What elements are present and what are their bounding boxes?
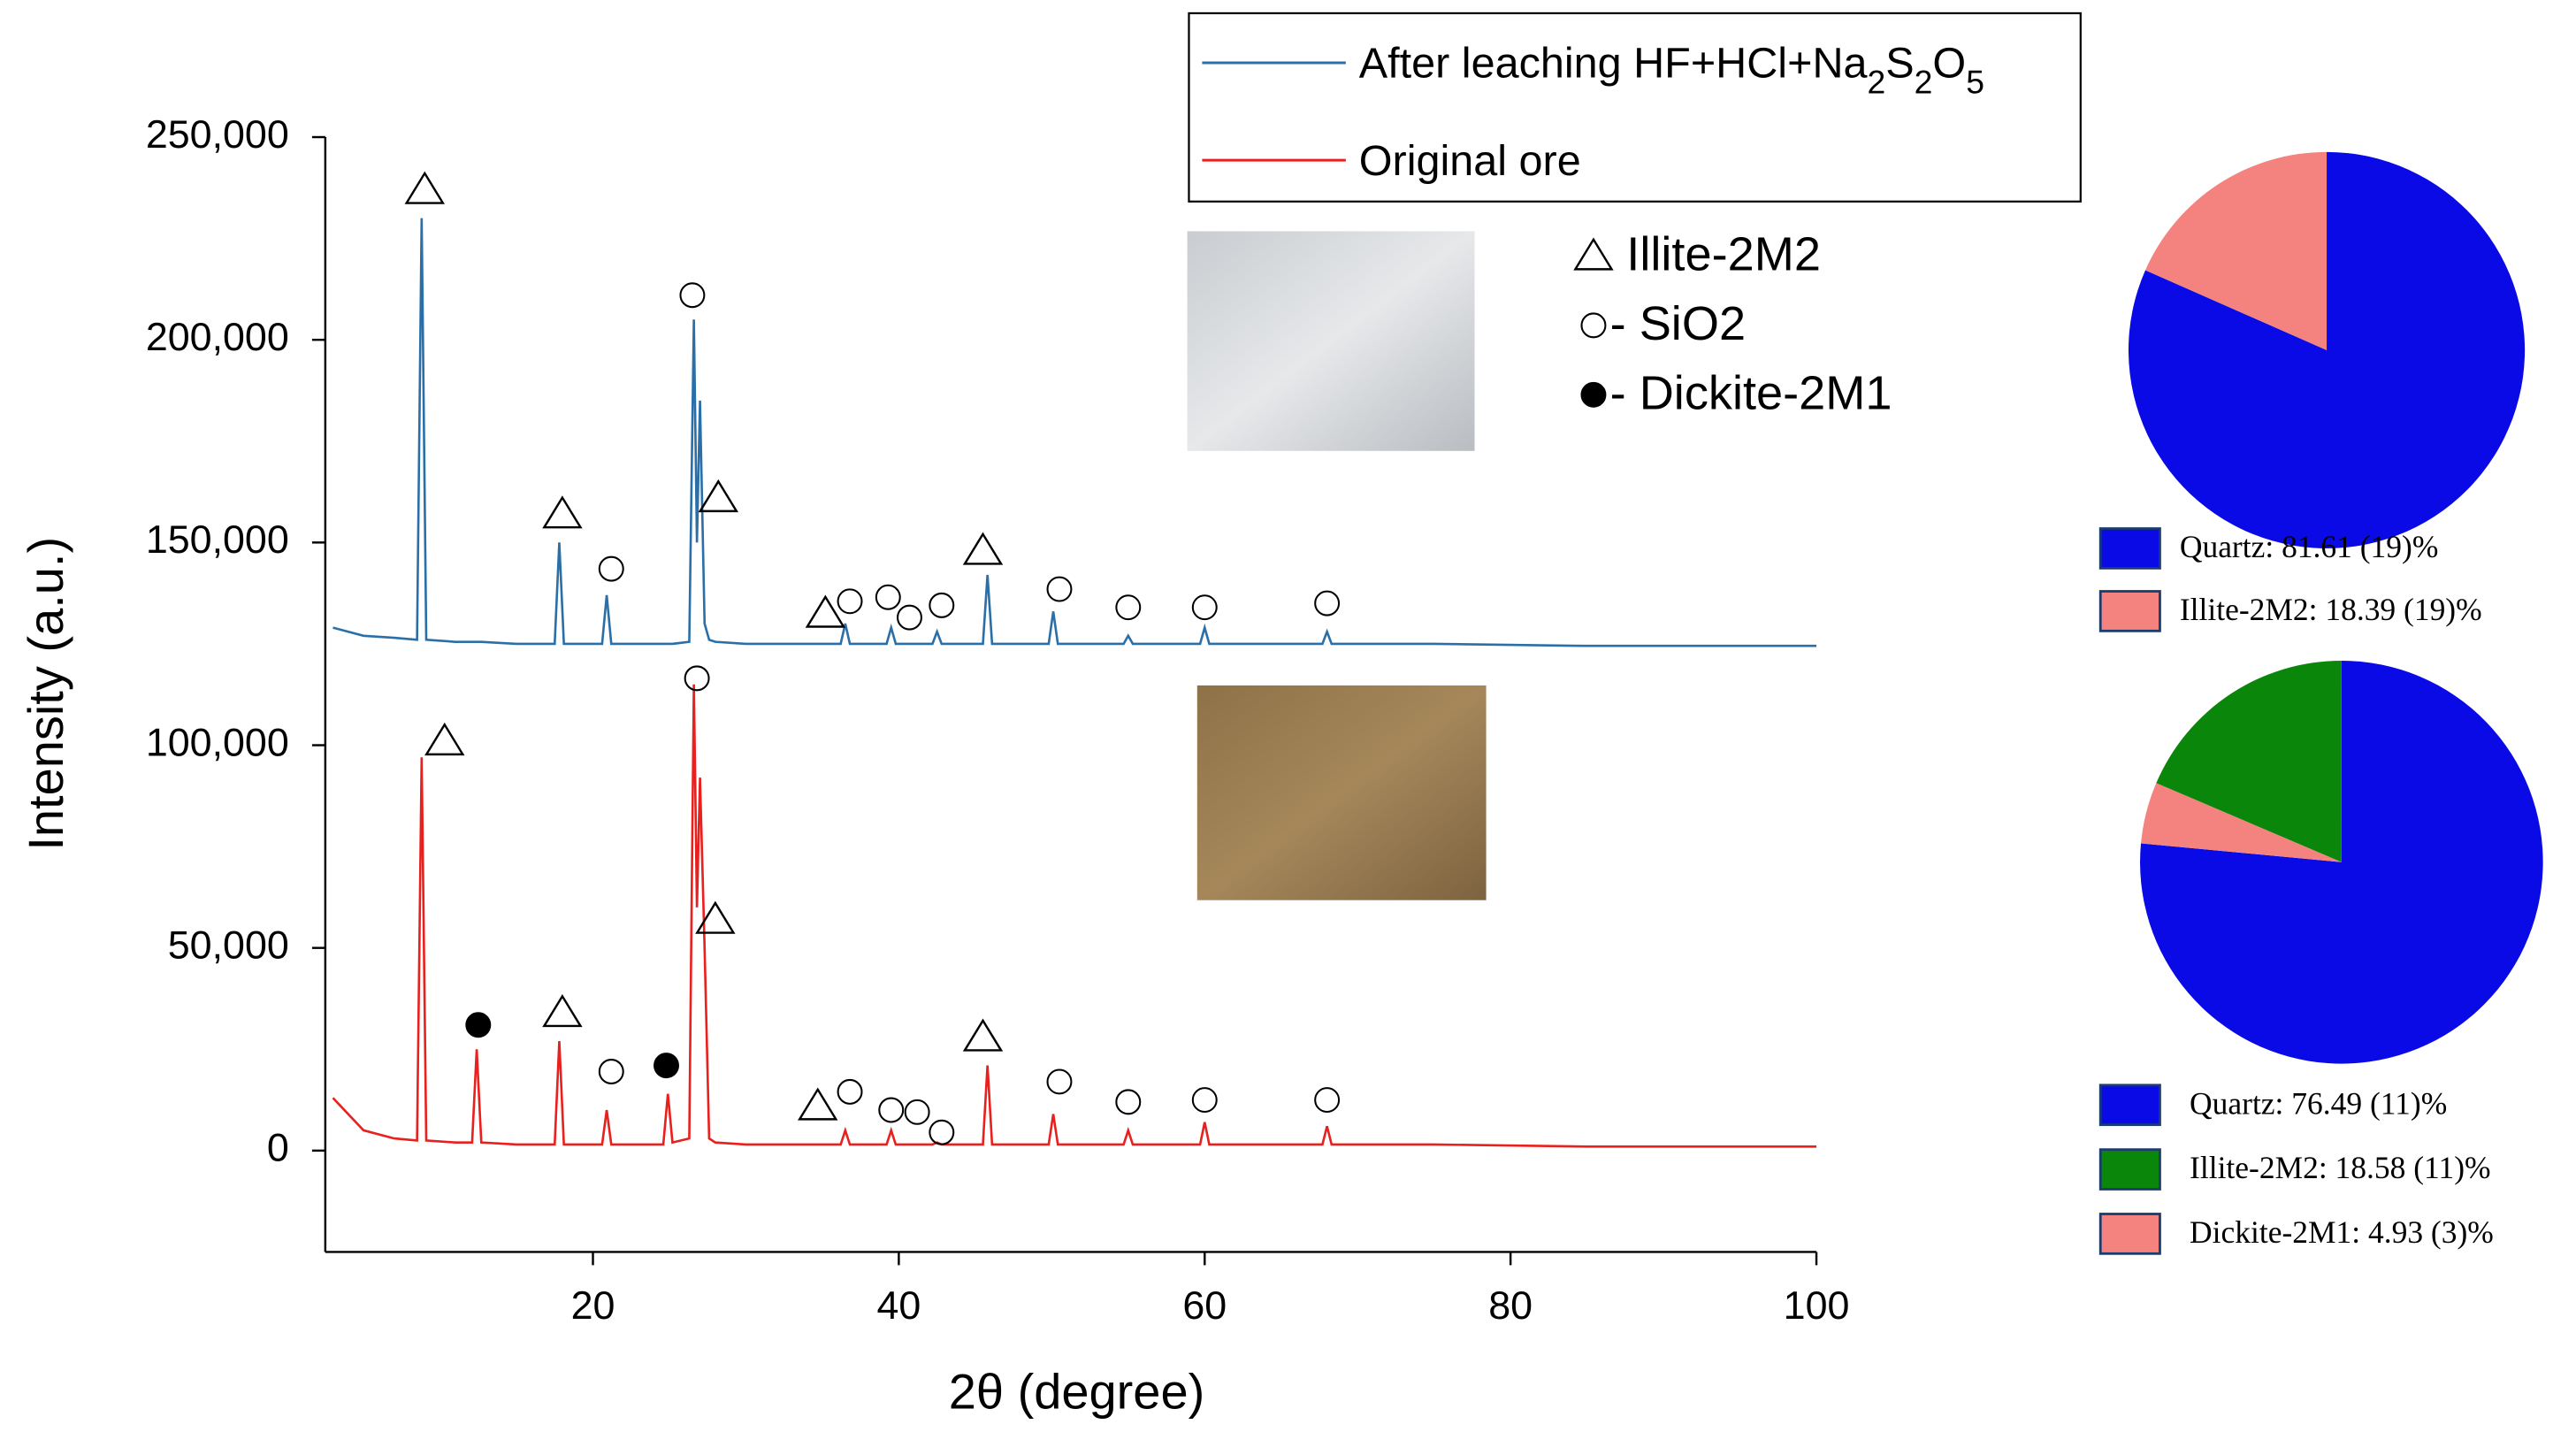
marker-dot bbox=[465, 1012, 492, 1038]
photo-leached bbox=[1187, 231, 1475, 451]
marker-circle bbox=[598, 1059, 624, 1084]
marker-triangle bbox=[542, 994, 583, 1028]
legend-swatch bbox=[2098, 590, 2161, 632]
x-axis-title: 2θ (degree) bbox=[949, 1364, 1205, 1420]
marker-circle bbox=[929, 1119, 955, 1145]
marker-triangle bbox=[962, 532, 1004, 565]
marker-circle bbox=[1115, 594, 1142, 621]
marker-circle bbox=[878, 1097, 905, 1123]
phase-label: - Dickite-2M1 bbox=[1610, 366, 1892, 419]
legend-swatch bbox=[2098, 527, 2161, 570]
legend-label: Original ore bbox=[1359, 137, 1581, 185]
y-tick-label: 0 bbox=[267, 1126, 289, 1170]
marker-dot bbox=[654, 1053, 679, 1079]
marker-circle bbox=[1046, 576, 1073, 602]
pie-legend-label: Quartz: 81.61 (19)% bbox=[2180, 529, 2439, 564]
pie-legend-label: Illite-2M2: 18.39 (19)% bbox=[2180, 592, 2482, 627]
marker-triangle bbox=[962, 1018, 1004, 1052]
legend-swatch bbox=[2098, 1084, 2161, 1127]
series-line bbox=[333, 218, 1817, 647]
y-tick-label: 200,000 bbox=[146, 315, 289, 359]
marker-circle bbox=[837, 588, 863, 615]
x-tick-label: 80 bbox=[1488, 1283, 1533, 1328]
legend-label: After leaching HF+HCl+Na2S2O5 bbox=[1359, 40, 1984, 101]
marker-circle bbox=[1314, 1087, 1341, 1114]
pie-legend-label: Quartz: 76.49 (11)% bbox=[2190, 1085, 2447, 1121]
pie-slice bbox=[2140, 660, 2543, 1064]
legend-swatch bbox=[2098, 1148, 2161, 1191]
marker-triangle bbox=[798, 1087, 838, 1121]
phase-label: - SiO2 bbox=[1610, 297, 1746, 350]
marker-circle bbox=[1314, 590, 1341, 616]
marker-circle bbox=[837, 1078, 863, 1105]
pie-slice bbox=[2128, 151, 2526, 548]
marker-circle bbox=[904, 1099, 930, 1125]
pie-legend-label: Dickite-2M1: 4.93 (3)% bbox=[2190, 1214, 2494, 1250]
y-tick-label: 100,000 bbox=[146, 720, 289, 764]
marker-circle bbox=[598, 555, 624, 582]
marker-circle bbox=[929, 592, 955, 618]
marker-circle bbox=[1115, 1089, 1142, 1115]
x-tick-label: 20 bbox=[571, 1283, 615, 1328]
marker-triangle bbox=[695, 900, 736, 934]
legend-box bbox=[1188, 11, 2082, 203]
marker-triangle bbox=[542, 495, 583, 529]
marker-circle bbox=[1046, 1068, 1073, 1095]
marker-circle bbox=[897, 604, 922, 631]
y-tick-label: 150,000 bbox=[146, 517, 289, 562]
pie-slice bbox=[2141, 783, 2342, 862]
y-tick-label: 250,000 bbox=[146, 112, 289, 157]
marker-triangle bbox=[404, 171, 445, 204]
marker-circle bbox=[1580, 312, 1607, 339]
marker-circle bbox=[875, 584, 901, 610]
marker-triangle bbox=[1573, 237, 1614, 271]
y-tick-label: 50,000 bbox=[168, 923, 289, 968]
marker-triangle bbox=[698, 479, 739, 513]
marker-triangle bbox=[424, 722, 465, 756]
y-axis-title: Intensity (a.u.) bbox=[18, 537, 73, 851]
pie-slice bbox=[2145, 151, 2328, 350]
photo-original bbox=[1196, 685, 1487, 900]
legend-swatch bbox=[2098, 1213, 2161, 1255]
x-tick-label: 40 bbox=[876, 1283, 921, 1328]
series-line bbox=[332, 684, 1817, 1148]
x-tick-label: 100 bbox=[1784, 1283, 1850, 1328]
marker-circle bbox=[679, 282, 706, 309]
marker-circle bbox=[1191, 594, 1218, 621]
pie-legend-label: Illite-2M2: 18.58 (11)% bbox=[2190, 1150, 2491, 1185]
marker-circle bbox=[1191, 1087, 1218, 1114]
x-tick-label: 60 bbox=[1182, 1283, 1227, 1328]
marker-circle bbox=[684, 665, 710, 692]
pie-slice bbox=[2156, 660, 2342, 862]
marker-dot bbox=[1580, 381, 1607, 408]
phase-label: Illite-2M2 bbox=[1626, 228, 1821, 281]
marker-triangle bbox=[805, 594, 846, 628]
